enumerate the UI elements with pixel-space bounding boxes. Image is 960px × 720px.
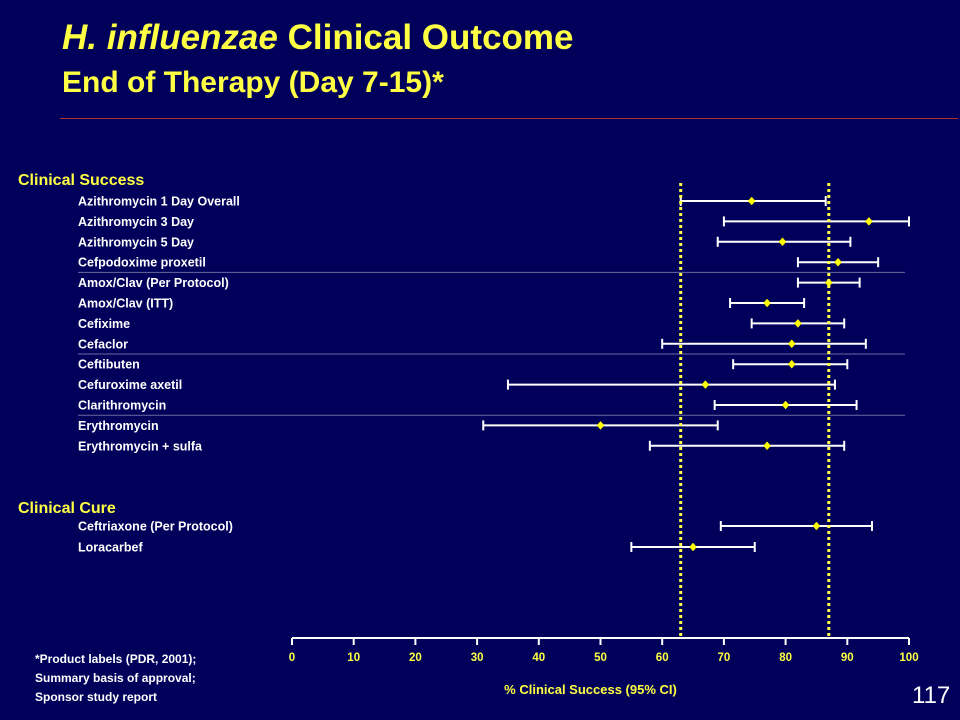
x-tick-label: 90 [841,652,854,664]
point-estimate [596,421,605,430]
x-tick-label: 100 [899,652,918,664]
row-label: Amox/Clav (Per Protocol) [78,276,229,290]
row-label: Azithromycin 3 Day [78,215,194,229]
slide-title: H. influenzae Clinical Outcome [62,18,574,58]
slide-subtitle: End of Therapy (Day 7-15)* [62,66,444,99]
row-label: Loracarbef [78,541,143,555]
footnote-line: Sponsor study report [35,690,158,704]
x-tick-label: 70 [718,652,731,664]
point-estimate [701,380,710,389]
x-axis-label: % Clinical Success (95% CI) [504,682,677,697]
point-estimate [778,237,787,247]
point-estimate [763,298,771,308]
point-estimate [781,400,790,410]
row-label: Ceftibuten [78,358,140,372]
footnote-line: Summary basis of approval; [35,671,196,685]
title-divider [60,118,958,119]
point-estimate [787,339,796,349]
group-label: Clinical Success [18,172,144,189]
title-italic-part: H. influenzae [62,18,278,57]
row-label: Cefpodoxime proxetil [78,256,206,270]
point-estimate [794,319,802,328]
row-label: Cefuroxime axetil [78,378,182,392]
point-estimate [812,521,821,531]
x-tick-label: 10 [347,652,360,664]
row-label: Cefaclor [78,337,128,351]
row-label: Erythromycin [78,419,159,433]
x-tick-label: 60 [656,652,669,664]
point-estimate [787,359,796,369]
title-rest-part: Clinical Outcome [277,18,574,57]
row-label: Azithromycin 1 Day Overall [78,195,240,209]
x-tick-label: 40 [532,652,545,664]
point-estimate [865,217,873,226]
x-tick-label: 50 [594,652,607,664]
point-estimate [763,441,771,451]
point-estimate [747,196,756,206]
point-estimate [834,257,842,267]
row-label: Cefixime [78,317,130,331]
row-label: Ceftriaxone (Per Protocol) [78,520,233,534]
row-label: Amox/Clav (ITT) [78,297,173,311]
row-label: Erythromycin + sulfa [78,439,203,453]
page-number: 117 [912,682,951,709]
row-label: Clarithromycin [78,399,166,413]
group-label: Clinical Cure [18,500,116,517]
footnote-line: *Product labels (PDR, 2001); [35,652,197,666]
footnote: *Product labels (PDR, 2001); Summary bas… [35,650,196,707]
x-tick-label: 30 [471,652,484,664]
row-label: Azithromycin 5 Day [78,235,194,249]
x-tick-label: 0 [289,652,295,664]
x-tick-label: 20 [409,652,422,664]
x-tick-label: 80 [779,652,792,664]
point-estimate [689,542,697,552]
